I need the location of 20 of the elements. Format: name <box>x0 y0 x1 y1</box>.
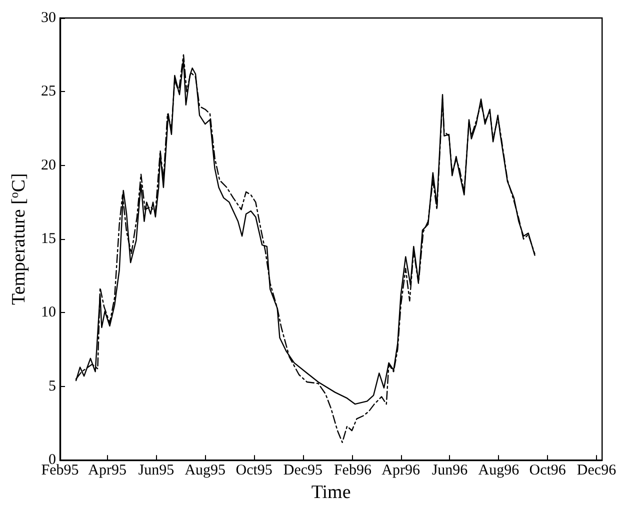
y-tick-label: 20 <box>41 157 56 174</box>
y-tick-label: 5 <box>48 378 56 394</box>
y-tick-label: 25 <box>41 84 56 100</box>
x-tick-label: Aug95 <box>184 462 226 479</box>
y-tick-label: 15 <box>41 231 56 248</box>
y-tick-label: 10 <box>41 304 56 321</box>
x-tick-label: Oct96 <box>529 462 566 479</box>
x-tick-label: Dec96 <box>576 462 617 479</box>
x-tick-label: Aug96 <box>478 462 520 479</box>
x-tick-label: Jun96 <box>432 462 468 479</box>
x-tick-label: Oct95 <box>236 462 272 479</box>
y-axis-title: Temperature [oC] <box>7 173 30 305</box>
x-tick-label: Feb96 <box>334 462 372 479</box>
x-axis-title: Time <box>311 482 351 503</box>
x-tick-label: Dec95 <box>283 462 323 479</box>
y-tick-label: 30 <box>41 10 56 26</box>
x-tick-label: Apr96 <box>382 462 420 479</box>
x-tick-label: Jun95 <box>138 462 174 479</box>
x-tick-label: Feb95 <box>41 462 79 479</box>
x-tick-label: Apr95 <box>88 462 126 479</box>
